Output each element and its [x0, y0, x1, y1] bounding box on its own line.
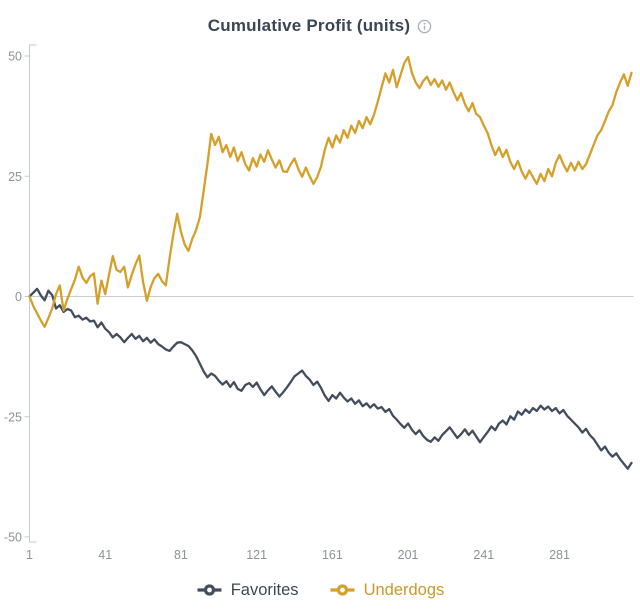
y-tick-label: 0	[15, 290, 22, 304]
y-tick-label: 25	[8, 170, 22, 184]
x-tick-label: 161	[322, 548, 343, 562]
legend-label-favorites: Favorites	[230, 580, 299, 599]
x-tick-label: 1	[26, 548, 33, 562]
favorites-line	[28, 287, 633, 470]
underdogs-legend-marker-icon	[330, 584, 355, 596]
y-axis-line	[29, 44, 37, 543]
x-tick-label: 41	[98, 548, 112, 562]
x-tick-label: 121	[246, 548, 267, 562]
legend-item-favorites[interactable]: Favorites	[196, 581, 299, 600]
y-tick-label: -25	[4, 410, 22, 424]
x-tick-label: 201	[398, 548, 419, 562]
chart-legend: Favorites Underdogs	[0, 577, 640, 603]
x-tick-label: 281	[549, 548, 570, 562]
legend-item-underdogs[interactable]: Underdogs	[329, 580, 445, 600]
legend-label-underdogs: Underdogs	[363, 580, 445, 599]
x-tick-label: 241	[473, 548, 494, 562]
info-icon[interactable]	[417, 19, 432, 34]
favorites-legend-marker-icon	[197, 584, 222, 596]
y-tick-label: 50	[8, 50, 22, 64]
x-tick-label: 81	[174, 548, 188, 562]
y-tick-label: -50	[4, 531, 22, 545]
chart-title: Cumulative Profit (units)	[207, 16, 411, 35]
chart-header: Cumulative Profit (units)	[0, 13, 640, 39]
underdogs-line	[28, 55, 633, 328]
